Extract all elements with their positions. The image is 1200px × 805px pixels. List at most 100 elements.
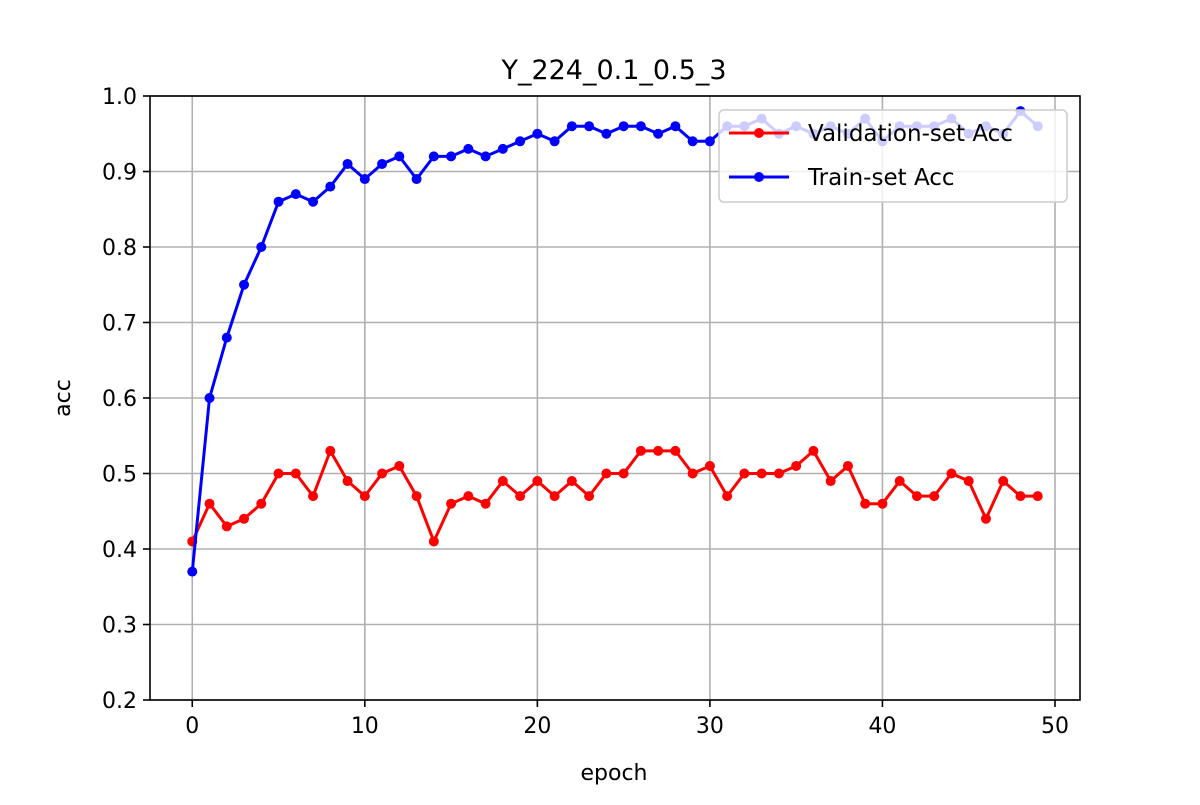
data-point [566, 121, 577, 132]
data-point [687, 136, 698, 147]
data-point [601, 468, 612, 479]
x-tick-label: 20 [523, 714, 551, 739]
data-point [411, 491, 422, 502]
data-point [773, 468, 784, 479]
data-point [394, 460, 405, 471]
data-point [1032, 491, 1043, 502]
data-point [325, 181, 336, 192]
data-point [377, 158, 388, 169]
data-point [290, 189, 301, 200]
data-point [273, 196, 284, 207]
data-point [946, 468, 957, 479]
data-point [480, 498, 491, 509]
data-point [446, 151, 457, 162]
data-point [653, 128, 664, 139]
data-point [877, 498, 888, 509]
data-point [532, 128, 543, 139]
x-tick-label: 30 [696, 714, 724, 739]
data-point [549, 491, 560, 502]
data-point [704, 136, 715, 147]
data-point [1015, 491, 1026, 502]
data-point [204, 498, 215, 509]
data-point [635, 121, 646, 132]
data-point [739, 468, 750, 479]
data-point [308, 491, 319, 502]
chart-title: Y_224_0.1_0.5_3 [500, 55, 726, 86]
data-point [963, 476, 974, 487]
data-point [825, 476, 836, 487]
data-point [722, 491, 733, 502]
data-point [497, 476, 508, 487]
data-point [704, 460, 715, 471]
data-point [842, 460, 853, 471]
data-point [411, 174, 422, 185]
data-point [394, 151, 405, 162]
data-point [653, 445, 664, 456]
data-point [342, 158, 353, 169]
data-point [670, 121, 681, 132]
legend-marker [754, 128, 764, 138]
data-point [256, 242, 267, 252]
data-point [359, 491, 370, 502]
y-axis-label: acc [51, 379, 76, 417]
data-point [463, 143, 474, 154]
x-axis-label: epoch [581, 761, 648, 786]
data-point [618, 121, 629, 132]
y-tick-label: 0.2 [102, 689, 137, 714]
axes: 0 10 20 30 40 50 0.2 0.3 0.4 0.5 0.6 0.7 0.8 0.9 1.0 [102, 85, 1081, 739]
data-point [446, 498, 457, 509]
data-point [308, 196, 319, 207]
data-point [204, 393, 215, 403]
data-point [497, 143, 508, 154]
y-tick-label: 1.0 [102, 85, 137, 110]
data-point [791, 460, 802, 471]
data-point [860, 498, 871, 509]
data-point [998, 476, 1009, 487]
data-point [221, 521, 232, 532]
x-tick-label: 0 [185, 714, 199, 739]
data-point [532, 476, 543, 487]
data-point [515, 136, 526, 147]
legend-marker [754, 172, 764, 182]
data-point [635, 445, 646, 456]
data-point [980, 513, 991, 524]
x-tick-label: 50 [1041, 714, 1069, 739]
data-point [549, 136, 560, 147]
data-point [342, 476, 353, 487]
y-tick-label: 0.7 [102, 312, 137, 337]
y-tick-label: 0.6 [102, 387, 137, 412]
data-point [256, 498, 267, 509]
data-point [911, 491, 922, 502]
data-point [584, 491, 595, 502]
data-point [618, 468, 629, 479]
data-point [428, 151, 439, 162]
data-point [808, 445, 819, 456]
data-point [566, 476, 577, 487]
legend: Validation-set Acc Train-set Acc [718, 109, 1068, 203]
y-tick-label: 0.8 [102, 236, 137, 261]
y-tick-label: 0.5 [102, 463, 137, 488]
data-point [687, 468, 698, 479]
x-tick-label: 10 [351, 714, 379, 739]
data-point [221, 332, 232, 343]
data-point [325, 445, 336, 456]
data-point [428, 536, 439, 547]
plot-frame [149, 95, 1081, 701]
data-point [273, 468, 284, 479]
x-tick-label: 40 [868, 714, 896, 739]
data-point [929, 491, 940, 502]
y-tick-label: 0.9 [102, 161, 137, 186]
data-point [187, 566, 198, 577]
data-point [290, 468, 301, 479]
data-point [359, 174, 370, 185]
data-point [601, 128, 612, 139]
data-point [480, 151, 491, 162]
legend-label: Validation-set Acc [808, 121, 1013, 147]
data-point [756, 468, 767, 479]
y-tick-label: 0.4 [102, 538, 137, 563]
y-tick-label: 0.3 [102, 614, 137, 639]
series-validation [187, 445, 1043, 547]
data-point [377, 468, 388, 479]
